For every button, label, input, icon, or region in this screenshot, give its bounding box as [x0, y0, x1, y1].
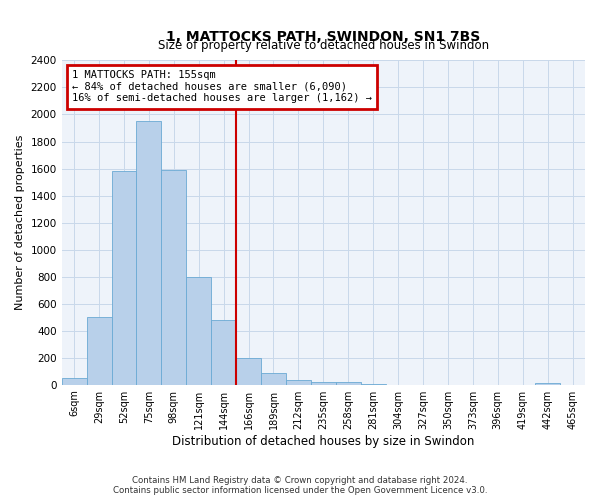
Bar [161, 170, 186, 384]
Bar [112, 171, 136, 384]
Bar [86, 317, 112, 384]
Bar [186, 276, 211, 384]
Title: 1, MATTOCKS PATH, SWINDON, SN1 7BS: 1, MATTOCKS PATH, SWINDON, SN1 7BS [166, 30, 481, 44]
Bar [211, 320, 236, 384]
Bar [336, 382, 361, 384]
Bar [286, 380, 311, 384]
Text: 1 MATTOCKS PATH: 155sqm
← 84% of detached houses are smaller (6,090)
16% of semi: 1 MATTOCKS PATH: 155sqm ← 84% of detache… [72, 70, 372, 103]
Bar [136, 121, 161, 384]
Bar [261, 373, 286, 384]
Bar [535, 382, 560, 384]
X-axis label: Distribution of detached houses by size in Swindon: Distribution of detached houses by size … [172, 434, 475, 448]
Bar [236, 358, 261, 384]
Text: Contains HM Land Registry data © Crown copyright and database right 2024.
Contai: Contains HM Land Registry data © Crown c… [113, 476, 487, 495]
Bar [62, 378, 86, 384]
Text: Size of property relative to detached houses in Swindon: Size of property relative to detached ho… [158, 40, 489, 52]
Y-axis label: Number of detached properties: Number of detached properties [15, 135, 25, 310]
Bar [311, 382, 336, 384]
